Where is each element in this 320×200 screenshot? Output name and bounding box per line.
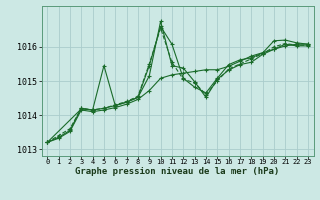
- X-axis label: Graphe pression niveau de la mer (hPa): Graphe pression niveau de la mer (hPa): [76, 167, 280, 176]
